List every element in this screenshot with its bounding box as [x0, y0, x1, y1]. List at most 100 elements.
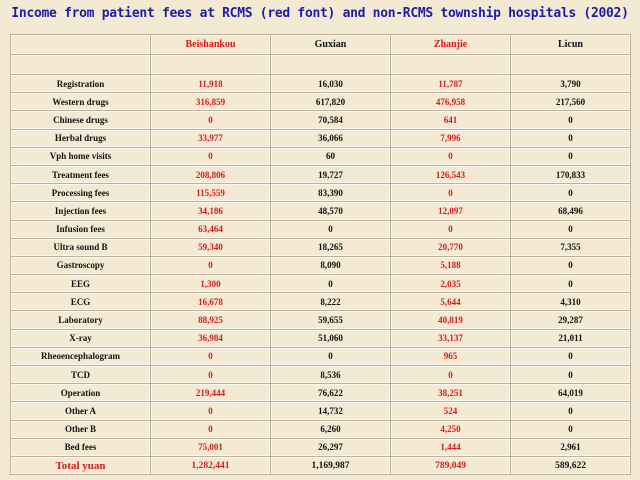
table-row: Ultra sound B 59,340 18,265 20,770 7,355: [10, 237, 631, 257]
cell-value: 33,137: [390, 328, 511, 348]
cell-value: 4,250: [390, 419, 511, 439]
cell-value: 0: [390, 146, 511, 166]
row-label: EEG: [10, 274, 151, 294]
row-label: TCD: [10, 364, 151, 385]
cell-value: 29,287: [510, 310, 631, 330]
empty-cell: [10, 54, 151, 75]
table-row: Other B 0 6,260 4,250 0: [10, 419, 631, 439]
row-label: Gastroscopy: [10, 255, 151, 276]
cell-value: 11,918: [150, 73, 271, 94]
cell-value: 21,011: [510, 328, 631, 348]
table-row: Chinese drugs 0 70,584 641 0: [10, 110, 631, 130]
cell-value: 18,265: [270, 237, 391, 257]
row-label: ECG: [10, 292, 151, 312]
row-label: Other B: [10, 419, 151, 439]
cell-value: 641: [390, 110, 511, 130]
cell-value: 0: [150, 419, 271, 439]
cell-value: 0: [270, 219, 391, 239]
cell-value: 16,678: [150, 292, 271, 312]
empty-cell: [390, 54, 511, 75]
row-label: Bed fees: [10, 437, 151, 457]
cell-value: 6,260: [270, 419, 391, 439]
table-row: Gastroscopy 0 8,090 5,188 0: [10, 255, 631, 276]
cell-value: 88,925: [150, 310, 271, 330]
cell-value: 33,977: [150, 128, 271, 148]
row-label: Herbal drugs: [10, 128, 151, 148]
cell-value: 0: [150, 401, 271, 421]
cell-value: 0: [270, 346, 391, 367]
table-row: Operation 219,444 76,622 38,251 64,019: [10, 383, 631, 403]
cell-value: 1,282,441: [150, 455, 271, 476]
cell-value: 0: [510, 183, 631, 203]
table-row: Treatment fees 208,806 19,727 126,543 170,83…: [10, 164, 631, 185]
cell-value: 115,559: [150, 183, 271, 203]
cell-value: 219,444: [150, 383, 271, 403]
cell-value: 524: [390, 401, 511, 421]
cell-value: 64,019: [510, 383, 631, 403]
row-label: Other A: [10, 401, 151, 421]
cell-value: 0: [150, 146, 271, 166]
cell-value: 0: [390, 183, 511, 203]
cell-value: 26,297: [270, 437, 391, 457]
cell-value: 316,859: [150, 92, 271, 112]
cell-value: 5,188: [390, 255, 511, 276]
cell-value: 4,310: [510, 292, 631, 312]
cell-value: 16,030: [270, 73, 391, 94]
cell-value: 0: [150, 255, 271, 276]
row-label: Vph home visits: [10, 146, 151, 166]
row-label: Injection fees: [10, 201, 151, 221]
cell-value: 8,222: [270, 292, 391, 312]
cell-value: 14,732: [270, 401, 391, 421]
cell-value: 208,806: [150, 164, 271, 185]
column-header: Guxian: [270, 34, 391, 55]
cell-value: 36,984: [150, 328, 271, 348]
table-row: EEG 1,300 0 2,035 0: [10, 274, 631, 294]
cell-value: 8,090: [270, 255, 391, 276]
cell-value: 589,622: [510, 455, 631, 476]
cell-value: 1,300: [150, 274, 271, 294]
corner-cell: [10, 34, 151, 55]
column-header: Zhanjie: [390, 34, 511, 55]
cell-value: 0: [150, 364, 271, 385]
table-row: Processing fees 115,559 83,390 0 0: [10, 183, 631, 203]
table-row: Western drugs 316,859 617,820 476,958 217,56…: [10, 92, 631, 112]
cell-value: 34,186: [150, 201, 271, 221]
cell-value: 76,622: [270, 383, 391, 403]
cell-value: 19,727: [270, 164, 391, 185]
cell-value: 38,251: [390, 383, 511, 403]
table-row: X-ray 36,984 51,060 33,137 21,011: [10, 328, 631, 348]
title: Income from patient fees at RCMS (red fo…: [11, 6, 629, 21]
cell-value: 476,958: [390, 92, 511, 112]
cell-value: 36,066: [270, 128, 391, 148]
row-label: Rheoencephalogram: [10, 346, 151, 367]
cell-value: 0: [390, 219, 511, 239]
cell-value: 0: [510, 110, 631, 130]
table-row: Laboratory 88,925 59,655 40,819 29,287: [10, 310, 631, 330]
cell-value: 59,655: [270, 310, 391, 330]
header-row: Beishankou Guxian Zhanjie Licun: [10, 34, 631, 55]
row-label: Laboratory: [10, 310, 151, 330]
cell-value: 3,790: [510, 73, 631, 94]
cell-value: 51,060: [270, 328, 391, 348]
cell-value: 789,049: [390, 455, 511, 476]
cell-value: 0: [510, 401, 631, 421]
cell-value: 7,996: [390, 128, 511, 148]
table-row: ECG 16,678 8,222 5,644 4,310: [10, 292, 631, 312]
cell-value: 63,464: [150, 219, 271, 239]
table-row: Registration 11,918 16,030 11,787 3,790: [10, 73, 631, 94]
spacer-row: [10, 54, 631, 75]
cell-value: 0: [390, 364, 511, 385]
empty-cell: [270, 54, 391, 75]
cell-value: 0: [510, 146, 631, 166]
cell-value: 0: [510, 128, 631, 148]
cell-value: 2,961: [510, 437, 631, 457]
cell-value: 1,444: [390, 437, 511, 457]
row-label: Infusion fees: [10, 219, 151, 239]
cell-value: 59,340: [150, 237, 271, 257]
row-label: X-ray: [10, 328, 151, 348]
cell-value: 0: [510, 274, 631, 294]
table-row: TCD 0 8,536 0 0: [10, 364, 631, 385]
row-label: Chinese drugs: [10, 110, 151, 130]
cell-value: 0: [510, 364, 631, 385]
